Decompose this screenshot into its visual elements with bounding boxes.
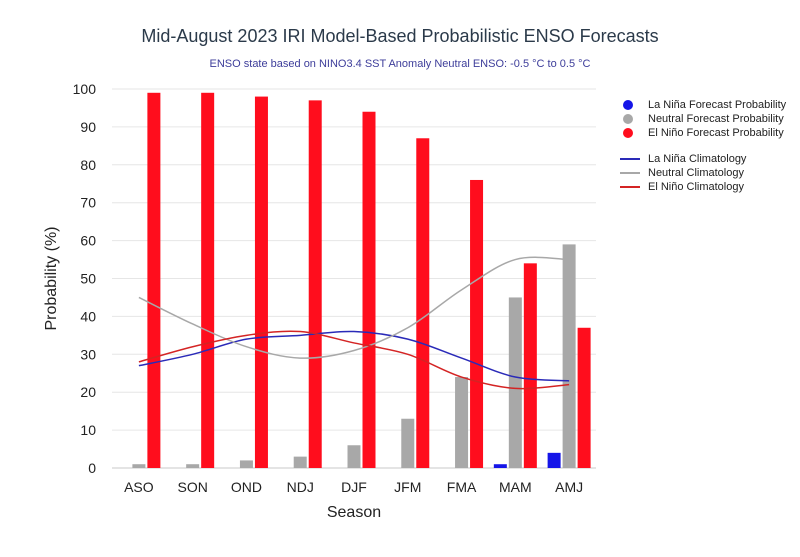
x-tick-label: FMA — [447, 479, 477, 495]
bar-el-ni-o-forecast-probability — [416, 138, 430, 468]
x-tick-label: OND — [231, 479, 262, 495]
legend-label: La Niña Forecast Probability — [648, 99, 787, 111]
legend-marker — [623, 128, 633, 138]
chart-subtitle: ENSO state based on NINO3.4 SST Anomaly … — [209, 58, 591, 70]
legend-item-el-nino-climatology[interactable]: El Niño Climatology — [620, 180, 786, 194]
x-tick-label: SON — [177, 479, 207, 495]
bar-neutral-forecast-probability — [401, 418, 415, 468]
x-tick-label: AMJ — [555, 479, 583, 495]
legend-line — [620, 186, 640, 188]
legend-line — [620, 158, 640, 160]
y-tick-label: 20 — [80, 384, 96, 400]
legend-line — [620, 172, 640, 174]
y-tick-label: 50 — [80, 271, 96, 287]
legend-label: Neutral Climatology — [648, 167, 744, 179]
legend-label: El Niño Climatology — [648, 181, 744, 193]
bar-neutral-forecast-probability — [239, 460, 253, 468]
bar-neutral-forecast-probability — [132, 464, 146, 468]
bar-neutral-forecast-probability — [293, 456, 307, 468]
bar-la-ni-a-forecast-probability — [547, 452, 561, 468]
y-tick-label: 90 — [80, 119, 96, 135]
bar-el-ni-o-forecast-probability — [523, 263, 537, 468]
bar-el-ni-o-forecast-probability — [577, 327, 591, 468]
legend-item-el-nino-forecast[interactable]: El Niño Forecast Probability — [620, 126, 786, 140]
legend-item-la-nina-climatology[interactable]: La Niña Climatology — [620, 152, 786, 166]
bar-neutral-forecast-probability — [562, 244, 576, 468]
line-neutral-climatology — [138, 256, 570, 359]
y-tick-label: 100 — [73, 81, 97, 97]
legend-item-neutral-forecast[interactable]: Neutral Forecast Probability — [620, 112, 786, 126]
y-tick-label: 10 — [80, 422, 96, 438]
bar-el-ni-o-forecast-probability — [201, 92, 215, 468]
y-tick-label: 70 — [80, 195, 96, 211]
legend-item-la-nina-forecast[interactable]: La Niña Forecast Probability — [620, 98, 786, 112]
bar-el-ni-o-forecast-probability — [362, 111, 376, 469]
bar-la-ni-a-forecast-probability — [493, 464, 507, 468]
x-tick-label: JFM — [394, 479, 421, 495]
bar-el-ni-o-forecast-probability — [147, 92, 161, 468]
y-tick-label: 40 — [80, 308, 96, 324]
legend-label: El Niño Forecast Probability — [648, 127, 784, 139]
line-el-ni-o-climatology — [138, 330, 570, 390]
legend-marker — [623, 100, 633, 110]
x-tick-label: DJF — [341, 479, 367, 495]
bar-el-ni-o-forecast-probability — [470, 179, 484, 468]
legend-label: Neutral Forecast Probability — [648, 113, 784, 125]
y-tick-label: 30 — [80, 346, 96, 362]
y-tick-label: 80 — [80, 157, 96, 173]
y-axis-title: Probability (%) — [43, 226, 60, 330]
bar-el-ni-o-forecast-probability — [308, 100, 322, 469]
bar-neutral-forecast-probability — [455, 377, 469, 468]
x-tick-label: NDJ — [287, 479, 314, 495]
x-axis-title: Season — [327, 504, 381, 521]
legend-item-neutral-climatology[interactable]: Neutral Climatology — [620, 166, 786, 180]
bar-neutral-forecast-probability — [508, 297, 522, 468]
bar-el-ni-o-forecast-probability — [254, 96, 268, 468]
y-tick-label: 0 — [88, 460, 96, 476]
bar-neutral-forecast-probability — [347, 445, 361, 468]
bar-neutral-forecast-probability — [186, 464, 200, 468]
line-la-ni-a-climatology — [138, 330, 570, 382]
x-tick-label: MAM — [499, 479, 532, 495]
x-tick-label: ASO — [124, 479, 154, 495]
chart-title: Mid-August 2023 IRI Model-Based Probabil… — [141, 26, 659, 46]
legend-marker — [623, 114, 633, 124]
y-tick-label: 60 — [80, 233, 96, 249]
legend: La Niña Forecast Probability Neutral For… — [620, 98, 786, 194]
legend-label: La Niña Climatology — [648, 153, 747, 165]
